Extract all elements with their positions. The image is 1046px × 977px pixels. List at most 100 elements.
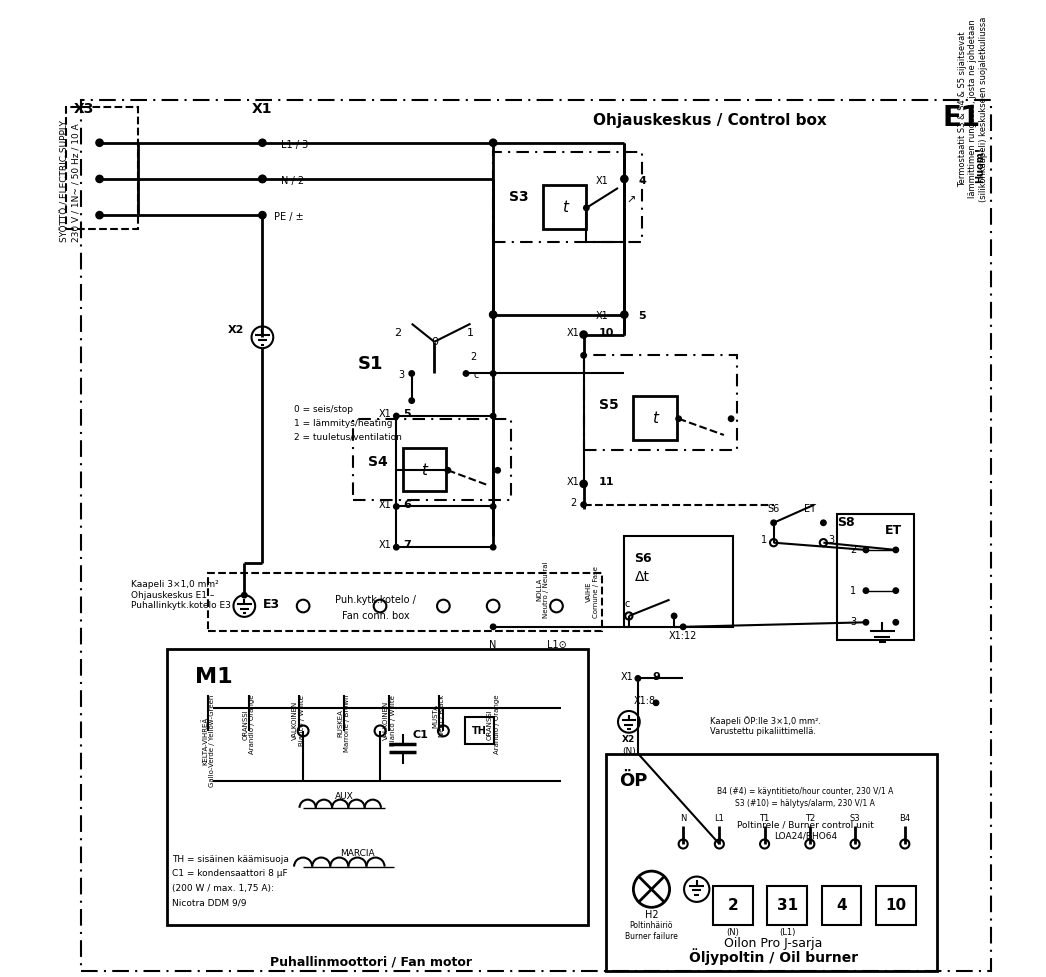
Text: X3: X3 [74,103,94,116]
Text: 1: 1 [850,585,857,596]
Circle shape [681,624,686,629]
Text: X1: X1 [595,312,608,321]
Circle shape [446,468,451,473]
Text: 2 = tuuletus/ventilation: 2 = tuuletus/ventilation [294,432,402,442]
Circle shape [579,331,587,338]
Text: Fan conn. box: Fan conn. box [342,611,409,621]
Circle shape [393,413,399,419]
Circle shape [491,544,496,550]
Text: 5: 5 [404,409,411,419]
Circle shape [490,139,497,147]
Text: Puh.kytk.kotelo /: Puh.kytk.kotelo / [335,595,416,605]
Text: S1: S1 [358,356,384,373]
Text: 1: 1 [467,327,474,338]
Text: X2: X2 [228,325,245,335]
Text: S8: S8 [837,516,855,530]
Circle shape [654,701,659,705]
Circle shape [409,370,414,376]
Text: KELTA-VIHREÄ
Gallo-Verde / Yellow-Green: KELTA-VIHREÄ Gallo-Verde / Yellow-Green [201,695,215,787]
Text: X1:8: X1:8 [634,696,656,706]
Bar [713,885,753,925]
Text: T1: T1 [759,814,770,824]
Text: ORANSSI
Arandio / Orange: ORANSSI Arandio / Orange [486,695,500,754]
Bar [465,717,494,744]
Text: ET: ET [803,504,816,514]
Text: Nicotra DDM 9/9: Nicotra DDM 9/9 [172,898,247,908]
Circle shape [491,624,496,629]
Bar [821,885,862,925]
Circle shape [620,311,628,319]
Circle shape [491,504,496,509]
Text: X1:12: X1:12 [669,631,698,641]
Text: B4: B4 [900,814,910,824]
Circle shape [96,211,104,219]
Text: 4: 4 [836,898,847,913]
Text: L1 / 3: L1 / 3 [280,141,308,150]
Bar [624,536,733,627]
Circle shape [893,619,899,625]
Circle shape [258,175,266,183]
Circle shape [635,676,640,681]
Circle shape [893,588,899,593]
Bar [837,514,914,640]
Text: ÖP: ÖP [619,772,647,789]
Text: T2: T2 [804,814,815,824]
Circle shape [728,416,734,421]
Circle shape [771,520,776,526]
Bar [634,396,677,440]
Circle shape [676,416,681,421]
Circle shape [863,619,868,625]
Text: 11: 11 [598,477,614,488]
Text: S6: S6 [634,552,652,566]
Text: 10: 10 [885,898,906,913]
Circle shape [821,520,826,526]
Circle shape [579,481,587,488]
Text: 2: 2 [470,352,476,362]
Text: Δt: Δt [635,570,650,584]
Text: L1: L1 [714,814,724,824]
Circle shape [96,139,104,147]
Text: (L1): (L1) [779,928,795,937]
Bar [167,650,588,925]
Text: 31: 31 [776,898,798,913]
Text: S3: S3 [508,191,528,204]
Text: SYÖTTÖ / ELECTRIC SUPPLY
230 V / 1N~ / 50 Hz / 10 A: SYÖTTÖ / ELECTRIC SUPPLY 230 V / 1N~ / 5… [61,120,81,242]
Text: E3: E3 [263,598,280,611]
Text: X1: X1 [379,409,392,419]
Text: 6: 6 [404,499,411,510]
Text: C1: C1 [413,731,429,741]
Text: VAIHE
Cornune / Fase: VAIHE Cornune / Fase [586,566,599,617]
Circle shape [863,547,868,553]
Text: S3: S3 [849,814,861,824]
Text: B4 (#4) = käyntitieto/hour counter, 230 V/1 A: B4 (#4) = käyntitieto/hour counter, 230 … [718,787,893,796]
Text: (N): (N) [727,928,740,937]
Text: Oilon Pro J-sarja: Oilon Pro J-sarja [725,937,823,950]
Text: X1: X1 [595,176,608,186]
Bar [493,151,642,242]
Text: S6: S6 [768,504,779,514]
Text: M1: M1 [195,666,232,687]
Bar [543,186,587,229]
Bar [584,356,737,450]
Text: S3 (#10) = hälytys/alarm, 230 V/1 A: S3 (#10) = hälytys/alarm, 230 V/1 A [735,799,876,808]
Circle shape [463,370,469,376]
Text: 3: 3 [828,535,834,545]
Text: X2: X2 [622,736,636,744]
Text: Poltinrele / Burner control unit
LOA24/BHO64: Poltinrele / Burner control unit LOA24/B… [736,821,873,840]
Text: ↗: ↗ [627,195,636,205]
Text: TH = sisäinen käämisuoja: TH = sisäinen käämisuoja [172,855,289,864]
Text: Öljypoltin / Oil burner: Öljypoltin / Oil burner [689,949,858,965]
Circle shape [96,175,104,183]
Text: AUX: AUX [335,791,354,800]
Circle shape [258,175,266,183]
Bar [66,106,138,229]
Text: Burner failure: Burner failure [626,932,678,941]
Text: NOLLA
Neutro / Neutral: NOLLA Neutro / Neutral [537,561,549,617]
Text: c: c [473,370,479,380]
Circle shape [863,588,868,593]
Text: 1: 1 [761,535,768,545]
Text: S5: S5 [599,399,619,412]
Circle shape [491,370,496,376]
Bar [208,573,601,631]
Circle shape [584,205,589,211]
